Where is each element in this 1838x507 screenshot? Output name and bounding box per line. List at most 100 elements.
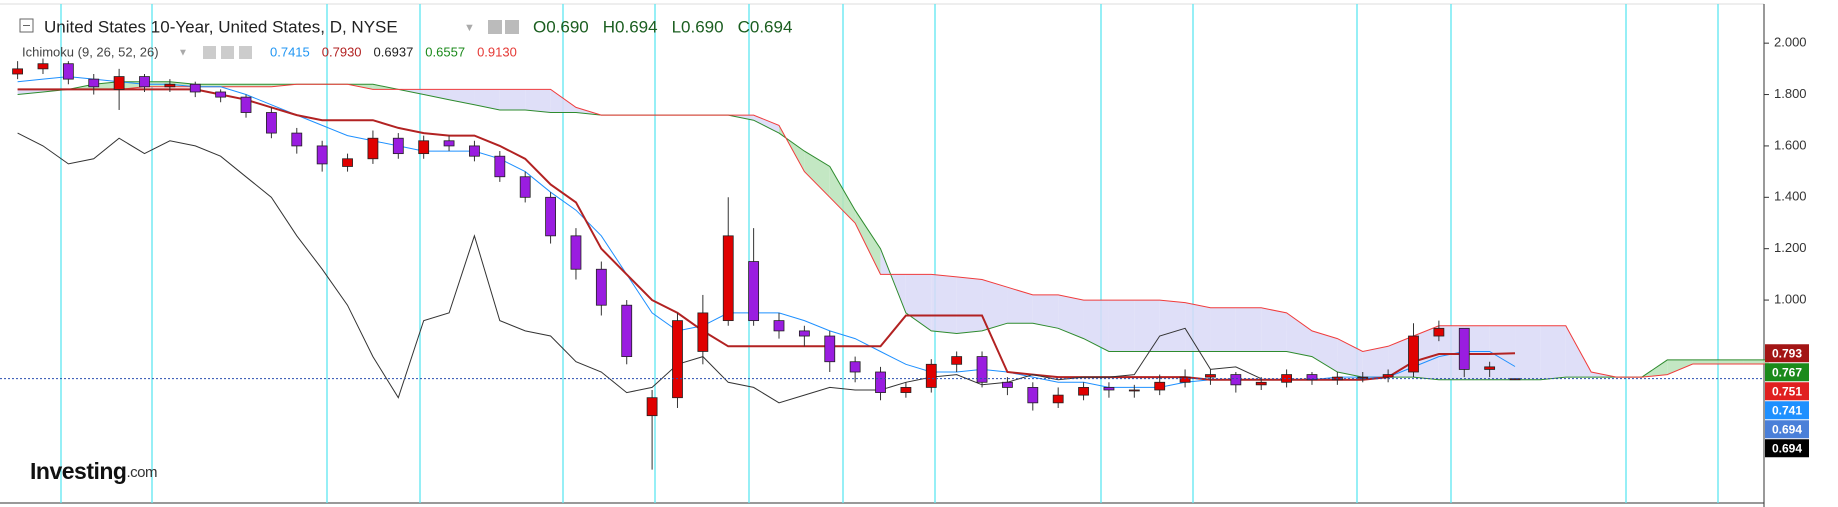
candle-body xyxy=(1052,394,1064,404)
candle-body xyxy=(519,176,531,198)
candle-body xyxy=(367,137,379,160)
candle-body xyxy=(951,356,963,365)
candle-body xyxy=(849,361,861,373)
cloud-fill xyxy=(1667,359,1693,375)
candle-body xyxy=(1433,327,1445,337)
indicator-close[interactable] xyxy=(239,46,252,59)
cloud-fill xyxy=(1235,307,1262,352)
cloud-fill xyxy=(905,274,932,331)
candle-body xyxy=(1230,374,1242,386)
candle-body xyxy=(1027,387,1039,404)
candle-body xyxy=(798,330,810,337)
cloud-fill xyxy=(982,279,1008,331)
cloud-fill xyxy=(195,84,221,87)
cloud-fill xyxy=(1388,336,1414,378)
candle-body xyxy=(722,235,734,322)
cloud-fill xyxy=(1413,325,1439,380)
ohlc-values: O0.690 H0.694 L0.690 C0.694 xyxy=(533,17,792,36)
candle-body xyxy=(1078,387,1089,396)
indicator-values: 0.7415 0.7930 0.6937 0.6557 0.9130 xyxy=(270,44,517,59)
cloud-fill xyxy=(1159,300,1186,352)
candle-body xyxy=(1408,335,1419,373)
candle-body xyxy=(773,320,785,332)
cloud-fill xyxy=(1134,300,1160,352)
cloud-fill xyxy=(1743,359,1769,365)
price-tag xyxy=(1765,420,1809,439)
cloud-fill xyxy=(1515,325,1541,380)
candle-body xyxy=(1484,366,1496,370)
cloud-fill xyxy=(1058,294,1084,339)
candle-body xyxy=(62,63,74,80)
settings-icon[interactable] xyxy=(488,20,502,34)
cloud-fill xyxy=(1540,325,1566,380)
cloud-fill xyxy=(931,274,957,334)
ohlc-value: C0.694 xyxy=(738,17,793,36)
cloud-fill xyxy=(1108,300,1135,352)
candle-body xyxy=(697,312,709,352)
ohlc-value: O0.690 xyxy=(533,17,589,36)
chart-title: United States 10-Year, United States, D,… xyxy=(44,17,398,36)
candle-body xyxy=(164,83,176,88)
candle-body xyxy=(1509,378,1521,381)
cloud-fill xyxy=(169,81,196,87)
candle-body xyxy=(189,83,201,93)
indicator-line xyxy=(17,132,1262,404)
candle-body xyxy=(12,68,24,75)
y-tick-label: 1.600 xyxy=(1774,137,1807,152)
dropdown-arrow[interactable]: ▼ xyxy=(464,22,475,34)
candle-body xyxy=(88,78,100,88)
cloud-fill xyxy=(474,89,500,110)
y-tick-label: 2.000 xyxy=(1774,35,1807,50)
price-tag xyxy=(1765,439,1809,458)
candle-body xyxy=(215,91,227,98)
candle-body xyxy=(1357,376,1369,379)
candle-body xyxy=(392,137,404,155)
indicator-value: 0.7415 xyxy=(270,44,310,59)
candle-body xyxy=(1154,381,1166,391)
cloud-fill xyxy=(17,89,43,95)
collapse-button[interactable] xyxy=(19,18,34,33)
cloud-fill xyxy=(753,115,779,134)
candle-body xyxy=(113,76,125,90)
candle-body xyxy=(1281,374,1292,383)
cloud-fill xyxy=(220,84,247,87)
cloud-fill xyxy=(1286,312,1312,357)
cloud-fill xyxy=(1565,325,1592,378)
candle-body xyxy=(646,397,658,417)
candle-body xyxy=(1205,374,1216,378)
cloud-fill xyxy=(1718,359,1744,365)
indicator-value: 0.6937 xyxy=(374,44,414,59)
cloud-fill xyxy=(1362,346,1389,378)
candle-body xyxy=(595,268,607,306)
candle-body xyxy=(316,145,328,165)
candle-body xyxy=(748,261,760,322)
candle-body xyxy=(1002,381,1013,388)
price-tag-label: 0.767 xyxy=(1772,365,1802,379)
candle-body xyxy=(621,304,633,357)
candle-body xyxy=(1306,374,1318,381)
candle-body xyxy=(1103,387,1115,391)
candle-body xyxy=(976,356,988,383)
candle-body xyxy=(545,196,556,237)
settings-icon[interactable] xyxy=(505,20,519,34)
candle-body xyxy=(900,387,912,393)
time-grid xyxy=(60,4,1719,503)
cloud-fill xyxy=(804,151,830,198)
cloud-fill xyxy=(855,210,881,275)
candle-body xyxy=(494,155,506,178)
indicator-icon[interactable] xyxy=(203,46,216,59)
cloud-fill xyxy=(550,89,576,113)
candle-body xyxy=(570,235,582,270)
indicator-icon[interactable] xyxy=(221,46,234,59)
cloud-fill xyxy=(1692,359,1719,365)
cloud-fill xyxy=(246,84,272,87)
dropdown-arrow[interactable]: ▼ xyxy=(178,48,188,59)
indicator-line xyxy=(17,88,1516,381)
ohlc-value: L0.690 xyxy=(672,17,724,36)
candle-body xyxy=(342,158,353,167)
price-tag-label: 0.694 xyxy=(1772,422,1802,436)
cloud-fill xyxy=(1438,325,1465,380)
cloud-fill xyxy=(829,166,856,223)
cloud-fill xyxy=(1337,338,1363,378)
